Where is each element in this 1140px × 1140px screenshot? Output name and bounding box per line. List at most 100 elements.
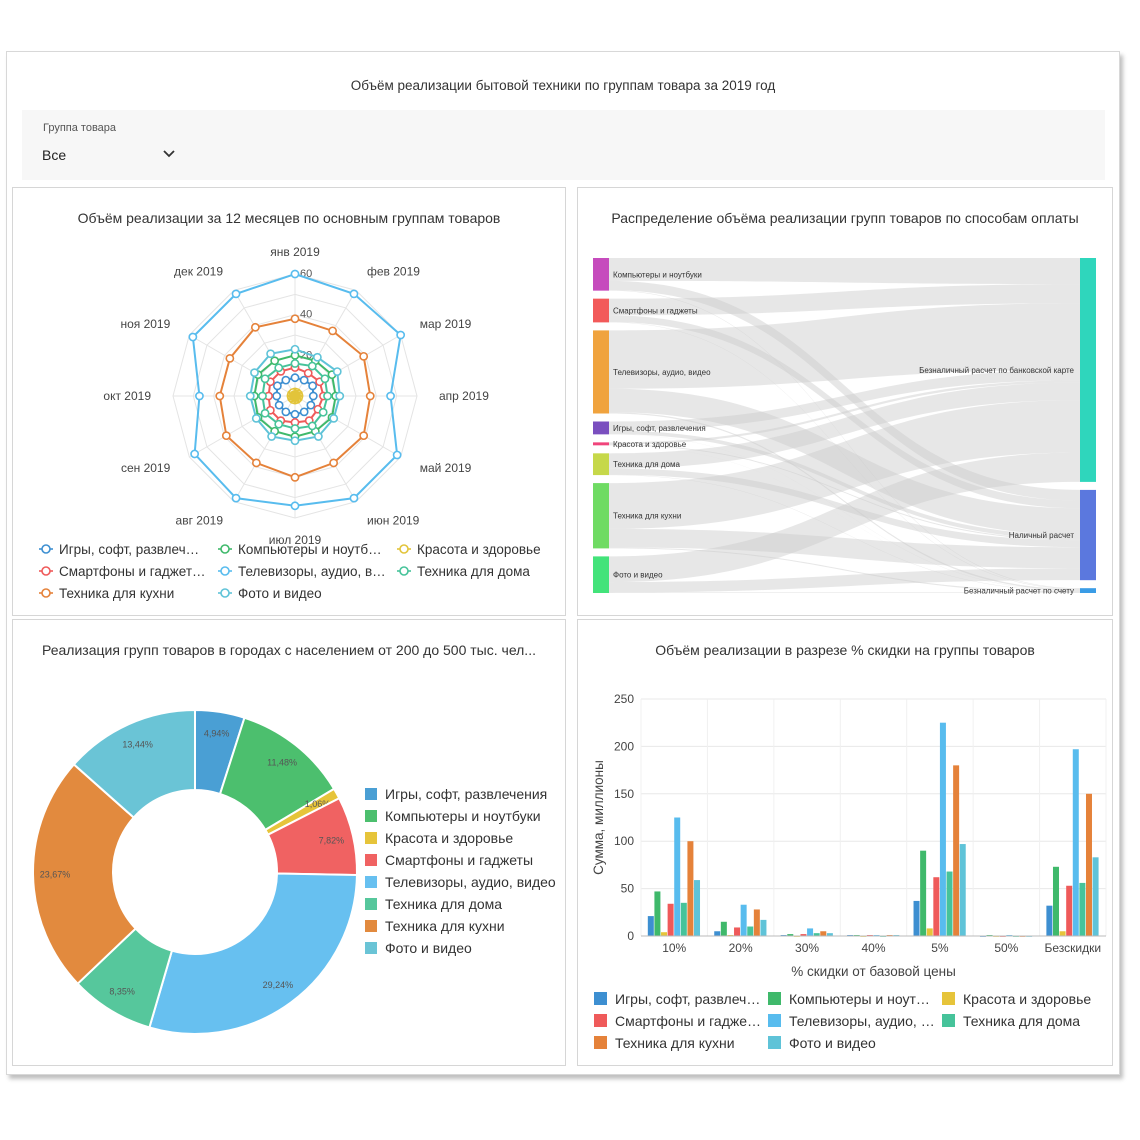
bar[interactable] bbox=[787, 934, 794, 936]
radar-legend-item[interactable]: Компьютеры и ноутб… bbox=[218, 542, 382, 557]
bar-legend-item[interactable]: Красота и здоровье bbox=[942, 991, 1091, 1007]
radar-legend-item[interactable]: Смартфоны и гаджет… bbox=[39, 564, 206, 579]
donut-slice[interactable] bbox=[148, 872, 358, 1035]
donut-legend-item[interactable]: Фото и видео bbox=[365, 940, 472, 956]
sankey-source-node[interactable] bbox=[593, 483, 609, 549]
donut-legend-item[interactable]: Компьютеры и ноутбуки bbox=[365, 808, 541, 824]
bar[interactable] bbox=[813, 933, 820, 936]
bar[interactable] bbox=[654, 891, 661, 936]
bar-x-tick-label: 20% bbox=[729, 941, 753, 955]
bar[interactable] bbox=[720, 921, 727, 936]
donut-legend-label: Смартфоны и гаджеты bbox=[385, 852, 533, 868]
bar[interactable] bbox=[760, 919, 767, 936]
donut-legend-item[interactable]: Телевизоры, аудио, видео bbox=[365, 874, 556, 890]
radar-category-label: июн 2019 bbox=[367, 514, 420, 528]
bar[interactable] bbox=[714, 931, 721, 936]
bar[interactable] bbox=[740, 904, 747, 936]
sankey-source-node[interactable] bbox=[593, 453, 609, 476]
bar[interactable] bbox=[933, 877, 940, 936]
sankey-source-node[interactable] bbox=[593, 556, 609, 593]
legend-marker-icon bbox=[220, 544, 230, 554]
bar[interactable] bbox=[800, 934, 807, 936]
group-select[interactable]: Все bbox=[36, 140, 196, 170]
donut-legend-item[interactable]: Красота и здоровье bbox=[365, 830, 513, 846]
radar-legend-item[interactable]: Техника для кухни bbox=[39, 586, 174, 601]
bar-legend-item[interactable]: Техника для кухни bbox=[594, 1035, 735, 1051]
donut-legend-item[interactable]: Игры, софт, развлечения bbox=[365, 786, 547, 802]
bar-x-tick-label: 10% bbox=[662, 941, 686, 955]
bar[interactable] bbox=[1052, 866, 1059, 936]
donut-legend-item[interactable]: Смартфоны и гаджеты bbox=[365, 852, 533, 868]
sankey-source-label: Красота и здоровье bbox=[613, 440, 687, 449]
bar[interactable] bbox=[959, 844, 966, 936]
bar[interactable] bbox=[647, 916, 654, 936]
sankey-source-node[interactable] bbox=[593, 442, 609, 446]
sankey-target-label: Безналичный расчет по счету bbox=[964, 587, 1074, 596]
radar-category-label: мар 2019 bbox=[420, 317, 472, 331]
bar-legend-label: Красота и здоровье bbox=[963, 991, 1091, 1007]
legend-marker-icon bbox=[220, 566, 230, 576]
bar[interactable] bbox=[1046, 905, 1053, 936]
donut-legend-item[interactable]: Техника для кухни bbox=[365, 918, 505, 934]
radar-legend-item[interactable]: Техника для дома bbox=[397, 564, 530, 579]
sankey-target-node[interactable] bbox=[1080, 258, 1096, 482]
bar[interactable] bbox=[1092, 857, 1099, 936]
bar[interactable] bbox=[753, 909, 760, 936]
sankey-link bbox=[609, 280, 1080, 501]
bar[interactable] bbox=[674, 817, 681, 937]
bar[interactable] bbox=[661, 932, 668, 936]
legend-marker-icon bbox=[41, 544, 51, 554]
sankey-source-node[interactable] bbox=[593, 330, 609, 414]
bar[interactable] bbox=[747, 926, 754, 936]
bar[interactable] bbox=[826, 933, 833, 936]
donut-legend-item[interactable]: Техника для дома bbox=[365, 896, 502, 912]
bar-legend-item[interactable]: Компьютеры и ноут… bbox=[768, 991, 930, 1007]
radar-point bbox=[290, 472, 300, 482]
bar[interactable] bbox=[1072, 749, 1079, 936]
bar-legend-item[interactable]: Смартфоны и гадже… bbox=[594, 1013, 761, 1029]
radar-tick-label: 40 bbox=[300, 309, 312, 321]
bar[interactable] bbox=[1066, 885, 1073, 936]
bar[interactable] bbox=[926, 928, 933, 936]
donut-slice[interactable] bbox=[72, 708, 196, 819]
filter-bar: Группа товара Все bbox=[22, 110, 1105, 180]
bar-y-tick-label: 150 bbox=[614, 787, 634, 801]
bar-legend-item[interactable]: Техника для дома bbox=[942, 1013, 1080, 1029]
bar[interactable] bbox=[920, 850, 927, 936]
bar[interactable] bbox=[694, 880, 701, 936]
bar-legend-item[interactable]: Фото и видео bbox=[768, 1035, 876, 1051]
bar[interactable] bbox=[1079, 882, 1086, 936]
radar-legend-item[interactable]: Красота и здоровье bbox=[397, 542, 541, 557]
sankey-source-node[interactable] bbox=[593, 421, 609, 435]
sankey-target-node[interactable] bbox=[1080, 489, 1096, 581]
bar-legend-item[interactable]: Игры, софт, развлеч… bbox=[594, 991, 760, 1007]
sankey-source-node[interactable] bbox=[593, 258, 609, 291]
bar[interactable] bbox=[913, 900, 920, 936]
bar-x-tick-label: Безскидки bbox=[1045, 941, 1102, 955]
bar[interactable] bbox=[667, 903, 674, 936]
bar[interactable] bbox=[1059, 931, 1066, 936]
bar[interactable] bbox=[820, 931, 827, 936]
sankey-link bbox=[609, 400, 1080, 529]
bar[interactable] bbox=[939, 722, 946, 936]
bar[interactable] bbox=[807, 928, 814, 936]
radar-legend-item[interactable]: Фото и видео bbox=[218, 586, 322, 601]
bar-legend-item[interactable]: Телевизоры, аудио, … bbox=[768, 1013, 935, 1029]
sankey-target-node[interactable] bbox=[1080, 588, 1096, 593]
radar-legend-item[interactable]: Телевизоры, аудио, в… bbox=[218, 564, 386, 579]
radar-point bbox=[290, 424, 300, 433]
sankey-link bbox=[609, 382, 1080, 469]
radar-legend-item[interactable]: Игры, софт, развлеч… bbox=[39, 542, 199, 557]
radar-point bbox=[215, 391, 225, 401]
legend-swatch bbox=[594, 1014, 607, 1027]
bar[interactable] bbox=[680, 902, 687, 936]
bar[interactable] bbox=[953, 765, 960, 936]
bar[interactable] bbox=[687, 841, 694, 936]
bar[interactable] bbox=[734, 927, 741, 936]
bar[interactable] bbox=[946, 871, 953, 936]
bar[interactable] bbox=[1085, 793, 1092, 936]
donut-slice[interactable] bbox=[32, 762, 138, 986]
sankey-link bbox=[609, 369, 1080, 431]
donut-legend-label: Компьютеры и ноутбуки bbox=[385, 808, 541, 824]
sankey-source-node[interactable] bbox=[593, 298, 609, 323]
